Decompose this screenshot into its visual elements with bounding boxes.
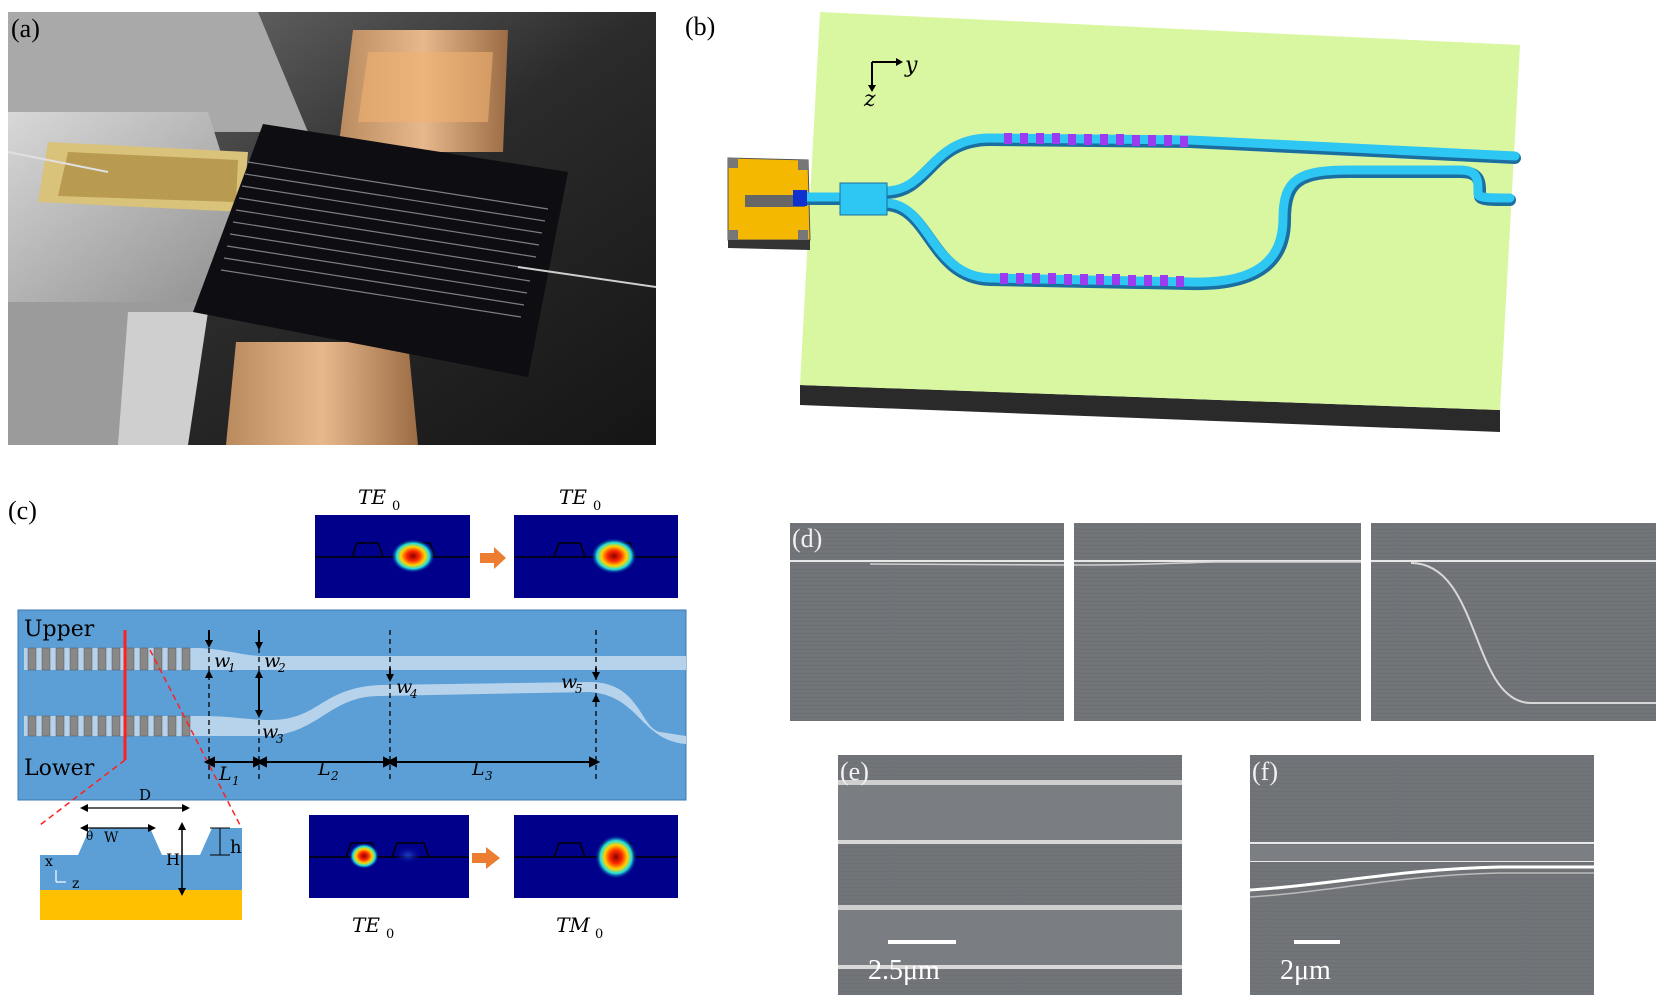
electrode-pad xyxy=(727,157,811,250)
svg-text:w: w xyxy=(561,671,577,693)
chip-photo-illustration xyxy=(8,12,656,445)
panel-f-sem: 2μm (f) xyxy=(1250,755,1594,995)
panel-c: (c) TE 0 xyxy=(0,470,700,1005)
axis-y-label: y xyxy=(904,53,918,78)
mode-plot-bottom-input: TE 0 xyxy=(309,815,469,942)
panel-a-label: (a) xyxy=(11,14,40,43)
svg-text:W: W xyxy=(104,830,119,846)
svg-text:2: 2 xyxy=(330,769,339,783)
waveguide-network-top xyxy=(795,133,1520,287)
svg-text:1: 1 xyxy=(228,661,236,675)
svg-text:w: w xyxy=(262,721,278,743)
width-arrows xyxy=(205,630,600,718)
scale-text-e: 2.5μm xyxy=(868,955,940,986)
panel-c-label: (c) xyxy=(8,496,37,525)
upper-label: Upper xyxy=(24,617,95,642)
svg-text:5: 5 xyxy=(575,682,583,696)
svg-text:θ: θ xyxy=(86,829,93,843)
waveguide-network xyxy=(794,133,1521,291)
svg-text:z: z xyxy=(72,876,79,892)
svg-text:w: w xyxy=(396,676,412,698)
panel-b-label: (b) xyxy=(685,12,716,41)
input-coupler xyxy=(793,190,807,206)
mode-plot-bottom-output: TM 0 xyxy=(514,815,678,942)
mode-plot-top-output: TE 0 xyxy=(514,485,678,598)
upper-grating-teeth xyxy=(27,647,191,671)
axis-z-label: z xyxy=(863,87,876,112)
panel-a-photo: (a) xyxy=(8,12,656,445)
chip-substrate xyxy=(800,12,1520,410)
lower-grating-teeth xyxy=(27,715,191,737)
svg-text:0: 0 xyxy=(386,927,394,942)
lower-label: Lower xyxy=(24,756,95,781)
svg-text:w: w xyxy=(214,650,230,672)
width-labels: w1 w2 w3 w4 w5 xyxy=(214,650,583,746)
svg-text:3: 3 xyxy=(276,732,284,746)
scale-bar-e xyxy=(888,940,956,944)
svg-text:L: L xyxy=(218,763,232,785)
svg-text:H: H xyxy=(166,850,180,869)
scale-bar-f xyxy=(1294,940,1340,944)
mode-arrow-top xyxy=(480,547,506,569)
svg-text:TE: TE xyxy=(352,913,380,937)
svg-text:TM: TM xyxy=(556,913,590,937)
mmi-splitter xyxy=(839,182,888,216)
svg-text:4: 4 xyxy=(409,687,418,701)
svg-text:L: L xyxy=(317,758,331,780)
panel-f-label: (f) xyxy=(1252,757,1278,786)
coupler-region xyxy=(17,609,687,801)
panel-e-sem: 2.5μm (e) xyxy=(838,755,1182,995)
length-arrows xyxy=(203,756,601,768)
svg-text:L: L xyxy=(471,758,485,780)
coordinate-axes: y z xyxy=(863,53,918,112)
mode-arrow-bottom xyxy=(472,847,500,869)
panel-e-label: (e) xyxy=(840,757,869,786)
svg-text:2: 2 xyxy=(277,661,286,675)
scale-text-f: 2μm xyxy=(1280,955,1331,986)
svg-text:3: 3 xyxy=(485,769,493,783)
svg-text:0: 0 xyxy=(392,499,400,514)
svg-text:D: D xyxy=(139,786,151,804)
panel-d-sem-3 xyxy=(1371,523,1656,721)
mode-plot-top-input: TE 0 xyxy=(315,485,470,598)
svg-text:h: h xyxy=(230,837,242,858)
svg-text:1: 1 xyxy=(232,774,240,788)
panel-d-sem-1: (d) xyxy=(790,523,1064,721)
panel-d-sem-2 xyxy=(1074,523,1361,721)
upper-grating xyxy=(1004,133,1188,147)
panel-d-label: (d) xyxy=(792,524,823,553)
svg-text:TE: TE xyxy=(358,485,386,509)
lower-grating xyxy=(1000,273,1184,287)
svg-text:TE: TE xyxy=(559,485,587,509)
svg-text:w: w xyxy=(264,650,280,672)
svg-text:0: 0 xyxy=(593,499,601,514)
svg-text:0: 0 xyxy=(595,927,603,942)
cross-section-inset: D W H h θ x z xyxy=(40,786,242,920)
coupler-schematic: TE 0 TE 0 Upper Lower xyxy=(17,485,687,942)
svg-text:x: x xyxy=(45,854,53,870)
